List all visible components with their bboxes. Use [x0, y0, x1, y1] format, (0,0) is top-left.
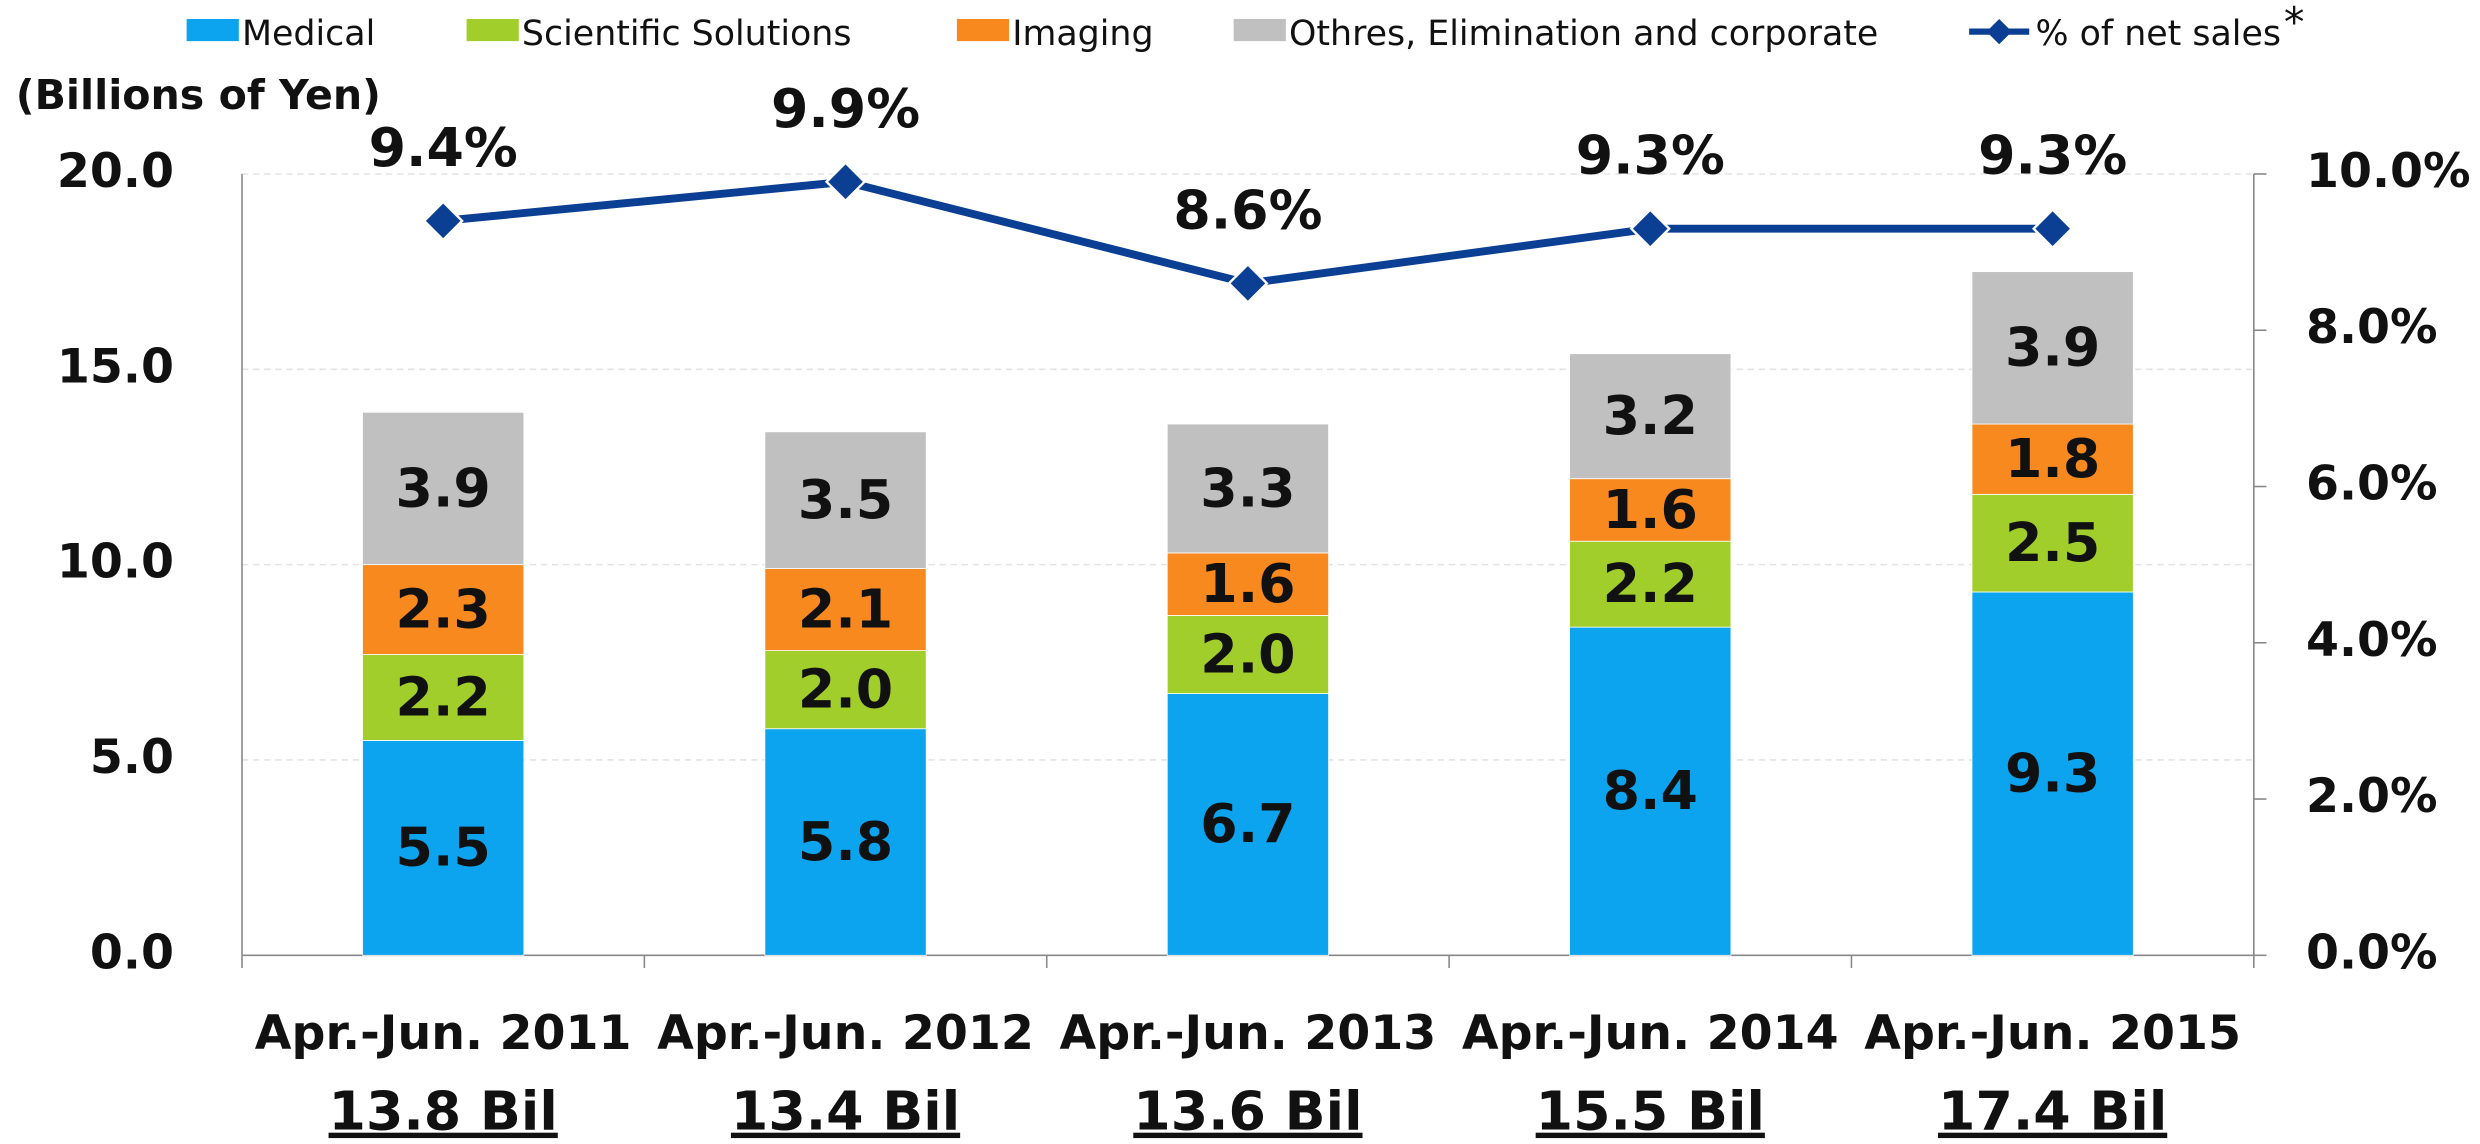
bar-segment [362, 740, 525, 956]
data-label: 3.9 [396, 456, 491, 519]
data-label: 2.1 [798, 577, 893, 640]
y2-tick-label: 0.0% [2306, 925, 2438, 980]
x-tick-label: Apr.-Jun. 2014 [1462, 1006, 1839, 1061]
legend-swatch [1233, 18, 1286, 42]
y2-tick-label: 6.0% [2306, 457, 2438, 512]
data-label: 3.5 [798, 468, 893, 531]
line-label: 9.3% [1576, 124, 1725, 187]
total-label: 17.4 Bil [1938, 1080, 2167, 1143]
data-label: 8.4 [1603, 759, 1698, 822]
legend-label: Imaging [1012, 14, 1153, 54]
bar-segment [1166, 615, 1329, 694]
data-label: 5.5 [396, 816, 491, 879]
data-label: 6.7 [1200, 792, 1295, 855]
line-marker [824, 161, 867, 203]
bar-segment [1971, 423, 2134, 495]
bar-segment [764, 568, 927, 651]
total-label: 13.6 Bil [1133, 1080, 1362, 1143]
data-label: 1.8 [2005, 427, 2100, 490]
bar-segment [362, 411, 525, 566]
bar-segment [362, 564, 525, 655]
total-label: 13.8 Bil [329, 1080, 558, 1143]
legend-marker [1986, 18, 2012, 45]
bar-segment [1971, 271, 2134, 425]
bar-segment [1166, 693, 1329, 956]
legend-swatch [186, 18, 239, 42]
data-label: 5.8 [798, 810, 893, 873]
data-label: 2.2 [1603, 552, 1698, 615]
data-label: 3.2 [1603, 384, 1698, 447]
bar-segment [1569, 478, 1732, 542]
y2-tick-label: 2.0% [2306, 769, 2438, 824]
bar-segment [1971, 493, 2134, 593]
y2-tick-label: 8.0% [2306, 300, 2438, 355]
x-tick-label: Apr.-Jun. 2015 [1864, 1006, 2241, 1061]
line-label: 8.6% [1173, 178, 1322, 241]
legend-label: % of net sales [2036, 14, 2281, 54]
y-tick-label: 20.0 [57, 144, 174, 199]
bar-segment [1569, 626, 1732, 956]
total-label: 15.5 Bil [1536, 1080, 1765, 1143]
data-label: 3.9 [2005, 316, 2100, 379]
line-label: 9.3% [1978, 124, 2127, 187]
y-tick-label: 10.0 [57, 535, 174, 590]
y-tick-label: 15.0 [57, 339, 174, 394]
y2-tick-label: 4.0% [2306, 613, 2438, 668]
legend-label: Medical [242, 14, 375, 54]
line-label: 9.4% [369, 116, 518, 179]
bar-segment [1166, 423, 1329, 554]
data-label: 2.0 [798, 657, 893, 720]
x-tick-label: Apr.-Jun. 2011 [255, 1006, 632, 1061]
bar-segment [1569, 540, 1732, 628]
total-label: 13.4 Bil [731, 1080, 960, 1143]
data-label: 1.6 [1603, 478, 1698, 541]
y-axis-label: (Billions of Yen) [16, 71, 381, 119]
legend-label: Scientific Solutions [522, 14, 852, 54]
line-label: 9.9% [771, 77, 920, 140]
legend-label: Othres, Elimination and corporate [1289, 14, 1878, 54]
data-label: 1.6 [1200, 552, 1295, 615]
x-tick-label: Apr.-Jun. 2013 [1060, 1006, 1437, 1061]
x-tick-label: Apr.-Jun. 2012 [657, 1006, 1034, 1061]
bar-segment [764, 431, 927, 569]
bar-segment [1971, 591, 2134, 956]
y2-tick-label: 10.0% [2306, 144, 2471, 199]
line-marker [2031, 208, 2074, 250]
line-marker [1629, 208, 1671, 250]
legend-swatch [956, 18, 1010, 42]
y-tick-label: 5.0 [90, 730, 174, 785]
data-label: 2.2 [396, 665, 491, 728]
bar-segment [764, 650, 927, 730]
data-label: 2.0 [1200, 622, 1295, 685]
data-label: 2.5 [2005, 511, 2100, 574]
legend-note: * [2284, 0, 2305, 46]
line-marker [1227, 262, 1269, 305]
bar-segment [1166, 552, 1329, 616]
line-marker [422, 200, 464, 242]
y-tick-label: 0.0 [90, 925, 174, 980]
legend-swatch [466, 18, 519, 42]
data-label: 2.3 [396, 577, 491, 640]
data-label: 3.3 [1200, 456, 1295, 519]
bar-segment [1569, 353, 1732, 480]
data-label: 9.3 [2005, 741, 2100, 804]
bar-segment [362, 654, 525, 741]
